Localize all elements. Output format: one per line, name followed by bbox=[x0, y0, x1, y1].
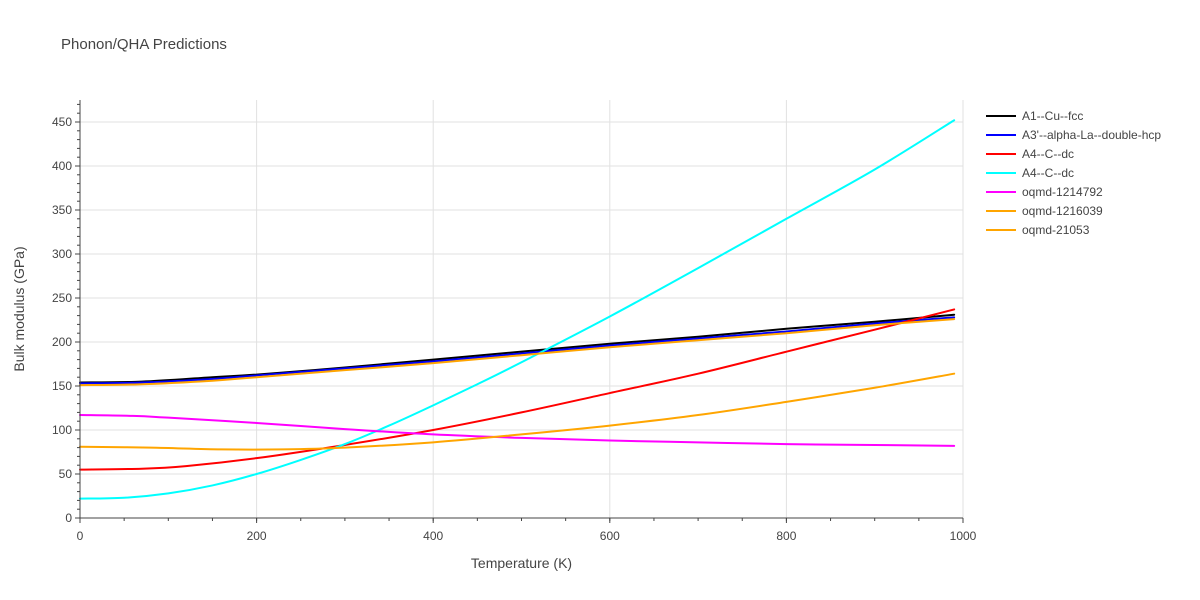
y-tick-label: 300 bbox=[52, 247, 72, 261]
legend[interactable]: A1--Cu--fcc A3'--alpha-La--double-hcp A4--… bbox=[986, 106, 1161, 239]
legend-label: A4--C--dc bbox=[1022, 146, 1075, 161]
series-line-0[interactable] bbox=[79, 313, 956, 384]
legend-label: oqmd-1216039 bbox=[1022, 203, 1103, 218]
legend-swatch bbox=[986, 190, 1016, 193]
y-tick-label: 100 bbox=[52, 423, 72, 437]
legend-label: A4--C--dc bbox=[1022, 165, 1075, 180]
x-tick-label: 800 bbox=[776, 529, 796, 543]
series-line-1[interactable] bbox=[79, 316, 956, 385]
x-tick-label: 0 bbox=[77, 529, 84, 543]
legend-item[interactable]: oqmd-1216039 bbox=[986, 201, 1161, 220]
legend-item[interactable]: oqmd-1214792 bbox=[986, 182, 1161, 201]
legend-label: oqmd-1214792 bbox=[1022, 184, 1103, 199]
legend-item[interactable]: oqmd-21053 bbox=[986, 220, 1161, 239]
series-line-3[interactable] bbox=[79, 119, 956, 500]
y-tick-label: 400 bbox=[52, 159, 72, 173]
legend-item[interactable]: A1--Cu--fcc bbox=[986, 106, 1161, 125]
series-line-6[interactable] bbox=[79, 372, 956, 451]
y-tick-label: 200 bbox=[52, 335, 72, 349]
y-tick-label: 50 bbox=[59, 467, 73, 481]
y-tick-label: 350 bbox=[52, 203, 72, 217]
grid bbox=[80, 100, 964, 518]
legend-swatch bbox=[986, 114, 1016, 117]
series-line-2[interactable] bbox=[79, 308, 956, 471]
legend-label: oqmd-21053 bbox=[1022, 222, 1090, 237]
series-layer bbox=[79, 119, 956, 500]
x-axis-title: Temperature (K) bbox=[471, 555, 572, 571]
y-tick-label: 150 bbox=[52, 379, 72, 393]
y-tick-label: 0 bbox=[65, 511, 72, 525]
series-line-5[interactable] bbox=[79, 318, 956, 387]
legend-item[interactable]: A3'--alpha-La--double-hcp bbox=[986, 125, 1161, 144]
legend-item[interactable]: A4--C--dc bbox=[986, 144, 1161, 163]
legend-label: A3'--alpha-La--double-hcp bbox=[1022, 127, 1162, 142]
y-tick-label: 250 bbox=[52, 291, 72, 305]
x-tick-label: 600 bbox=[600, 529, 620, 543]
x-tick-label: 1000 bbox=[950, 529, 977, 543]
x-tick-label: 400 bbox=[423, 529, 443, 543]
legend-swatch bbox=[986, 171, 1016, 174]
legend-item[interactable]: A4--C--dc bbox=[986, 163, 1161, 182]
legend-swatch bbox=[986, 133, 1016, 136]
legend-label: A1--Cu--fcc bbox=[1022, 108, 1084, 123]
legend-swatch bbox=[986, 228, 1016, 231]
legend-swatch bbox=[986, 152, 1016, 155]
chart-title: Phonon/QHA Predictions bbox=[61, 36, 227, 53]
x-tick-label: 200 bbox=[247, 529, 267, 543]
y-tick-label: 450 bbox=[52, 115, 72, 129]
y-axis-title: Bulk modulus (GPa) bbox=[11, 246, 27, 371]
legend-swatch bbox=[986, 209, 1016, 212]
axes: 0 200 400 600 800 1000 0 50 100 150 200 250 300 350 40… bbox=[52, 100, 977, 543]
